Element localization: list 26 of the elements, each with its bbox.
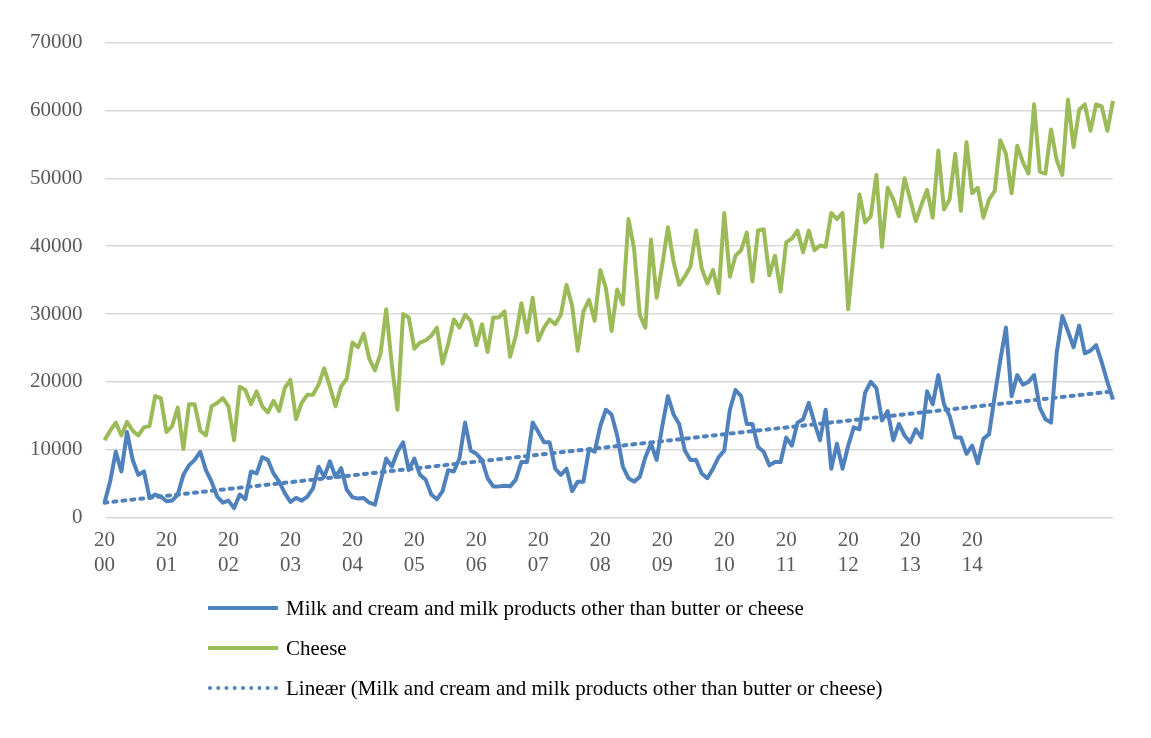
y-tick-label: 20000 [30, 368, 83, 393]
y-tick-label: 60000 [30, 96, 83, 121]
x-tick-label: 2007 [527, 526, 549, 576]
x-tick-label: 2002 [217, 526, 239, 576]
x-tick-label: 2013 [899, 526, 921, 576]
y-tick-label: 30000 [30, 300, 83, 325]
legend-label: Cheese [286, 635, 347, 661]
x-tick-label: 2000 [94, 526, 115, 576]
legend-label: Milk and cream and milk products other than butter or cheese [286, 595, 804, 621]
y-tick-label: 70000 [30, 29, 83, 54]
x-tick-label: 2001 [155, 526, 177, 576]
legend-label: Lineær (Milk and cream and milk products other than butter or cheese) [286, 675, 883, 701]
x-tick-label: 2004 [341, 526, 364, 576]
x-tick-label: 2012 [837, 526, 859, 576]
y-tick-label: 40000 [30, 232, 83, 257]
x-tick-label: 2010 [713, 526, 735, 576]
x-tick-label: 2003 [279, 526, 301, 576]
y-tick-label: 50000 [30, 164, 83, 189]
x-tick-label: 2005 [403, 526, 425, 576]
x-tick-label: 2009 [651, 526, 673, 576]
x-tick-label: 2011 [775, 526, 797, 576]
x-tick-label: 2014 [961, 526, 984, 576]
x-tick-label: 2006 [465, 526, 487, 576]
x-tick-label: 2008 [589, 526, 611, 576]
y-tick-label: 10000 [30, 436, 83, 461]
y-tick-label: 0 [72, 504, 83, 529]
